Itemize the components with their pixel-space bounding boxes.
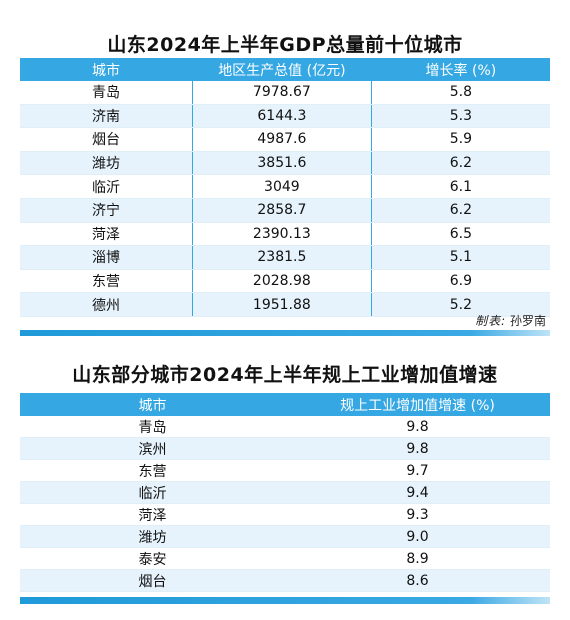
cell-industry-growth: 9.3	[285, 503, 550, 526]
gdp-table-header: 城市 地区生产总值 (亿元) 增长率 (%)	[20, 58, 550, 81]
header-city: 城市	[20, 393, 285, 416]
cell-city: 德州	[20, 292, 193, 317]
bottom-bar	[20, 597, 550, 604]
table-row: 德州 1951.88 5.2	[20, 292, 550, 317]
cell-gdp: 2858.7	[192, 198, 372, 223]
cell-industry-growth: 9.0	[285, 525, 550, 548]
credit: 制表: 孙罗南	[475, 312, 546, 329]
cell-city: 青岛	[20, 81, 193, 105]
cell-city: 菏泽	[20, 503, 285, 526]
cell-city: 烟台	[20, 569, 285, 592]
cell-gdp: 2028.98	[192, 269, 372, 294]
cell-industry-growth: 9.7	[285, 459, 550, 482]
table-row: 临沂 3049 6.1	[20, 174, 550, 199]
table-row: 菏泽 2390.13 6.5	[20, 222, 550, 247]
cell-city: 潍坊	[20, 525, 285, 548]
table-row: 青岛 7978.67 5.8	[20, 81, 550, 105]
gdp-table: 城市 地区生产总值 (亿元) 增长率 (%) 青岛 7978.67 5.8 济南 614…	[20, 58, 550, 317]
cell-city: 淄博	[20, 245, 193, 270]
cell-industry-growth: 9.8	[285, 437, 550, 460]
cell-growth: 5.1	[371, 245, 550, 270]
cell-city: 潍坊	[20, 151, 193, 176]
header-growth: 增长率 (%)	[371, 58, 550, 81]
table-row: 临沂 9.4	[20, 481, 550, 504]
table-row: 淄博 2381.5 5.1	[20, 245, 550, 270]
table-row: 东营 2028.98 6.9	[20, 269, 550, 294]
cell-gdp: 7978.67	[192, 81, 372, 105]
cell-gdp: 2381.5	[192, 245, 372, 270]
cell-growth: 5.9	[371, 127, 550, 152]
table-row: 菏泽 9.3	[20, 503, 550, 526]
cell-gdp: 2390.13	[192, 222, 372, 247]
cell-gdp: 4987.6	[192, 127, 372, 152]
cell-city: 济宁	[20, 198, 193, 223]
table-row: 青岛 9.8	[20, 416, 550, 438]
cell-city: 临沂	[20, 174, 193, 199]
table-row: 济南 6144.3 5.3	[20, 104, 550, 129]
cell-city: 东营	[20, 459, 285, 482]
table-row: 潍坊 3851.6 6.2	[20, 151, 550, 176]
credit-label: 制表:	[475, 314, 507, 328]
cell-industry-growth: 8.9	[285, 547, 550, 570]
table-row: 济宁 2858.7 6.2	[20, 198, 550, 223]
cell-city: 菏泽	[20, 222, 193, 247]
table-row: 烟台 4987.6 5.9	[20, 127, 550, 152]
cell-growth: 6.9	[371, 269, 550, 294]
cell-growth: 5.3	[371, 104, 550, 129]
cell-city: 滨州	[20, 437, 285, 460]
cell-growth: 6.2	[371, 151, 550, 176]
cell-gdp: 3049	[192, 174, 372, 199]
cell-gdp: 1951.88	[192, 292, 372, 317]
table-row: 烟台 8.6	[20, 569, 550, 592]
cell-gdp: 6144.3	[192, 104, 372, 129]
header-city: 城市	[20, 58, 193, 81]
header-gdp: 地区生产总值 (亿元)	[192, 58, 372, 81]
cell-city: 泰安	[20, 547, 285, 570]
cell-industry-growth: 9.4	[285, 481, 550, 504]
table-row: 东营 9.7	[20, 459, 550, 482]
cell-gdp: 3851.6	[192, 151, 372, 176]
industry-table: 城市 规上工业增加值增速 (%) 青岛 9.8 滨州 9.8 东营 9.7 临沂 9.4 菏泽 9…	[20, 393, 550, 592]
cell-city: 临沂	[20, 481, 285, 504]
cell-city: 青岛	[20, 416, 285, 438]
cell-growth: 6.1	[371, 174, 550, 199]
cell-growth: 6.5	[371, 222, 550, 247]
cell-city: 烟台	[20, 127, 193, 152]
cell-industry-growth: 8.6	[285, 569, 550, 592]
table-row: 滨州 9.8	[20, 437, 550, 460]
credit-name: 孙罗南	[509, 314, 546, 328]
table2-title: 山东部分城市2024年上半年规上工业增加值增速	[72, 364, 498, 386]
table-row: 潍坊 9.0	[20, 525, 550, 548]
cell-city: 东营	[20, 269, 193, 294]
industry-table-header: 城市 规上工业增加值增速 (%)	[20, 393, 550, 416]
header-industry-growth: 规上工业增加值增速 (%)	[285, 393, 550, 416]
table-row: 泰安 8.9	[20, 547, 550, 570]
cell-city: 济南	[20, 104, 193, 129]
table1-title: 山东2024年上半年GDP总量前十位城市	[107, 34, 463, 56]
cell-growth: 6.2	[371, 198, 550, 223]
cell-growth: 5.2	[371, 292, 550, 317]
divider-bar	[20, 330, 550, 336]
cell-growth: 5.8	[371, 81, 550, 105]
cell-industry-growth: 9.8	[285, 416, 550, 438]
